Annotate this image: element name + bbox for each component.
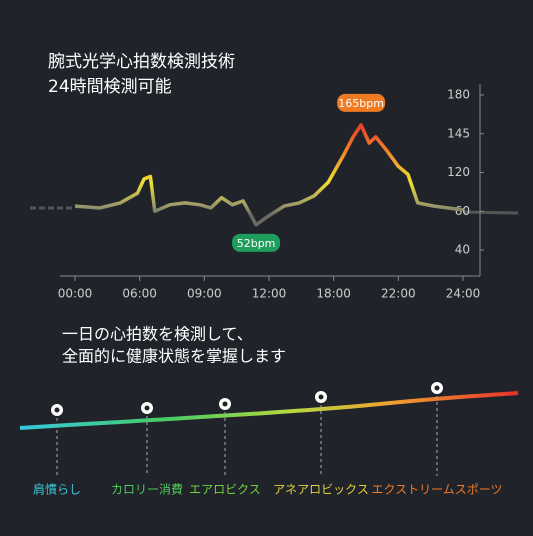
x-tick-label: 09:00 (187, 287, 222, 301)
zone-marker-core (318, 394, 324, 400)
y-tick-label: 180 (447, 88, 470, 102)
zone-label: エクストリームスポーツ (371, 483, 502, 497)
x-tick-label: 22:00 (381, 287, 416, 301)
zone-marker-core (144, 405, 150, 411)
line-tail (462, 210, 519, 215)
zone-label: アネアロビックス (273, 483, 369, 497)
zone-marker-core (434, 385, 440, 391)
x-tick-label: 00:00 (58, 287, 93, 301)
x-tick-label: 12:00 (252, 287, 287, 301)
zone-label: エアロビクス (189, 483, 261, 497)
x-tick-label: 24:00 (446, 287, 481, 301)
zone-label: 肩慣らし (33, 482, 81, 497)
zone-curve (19, 391, 519, 430)
headline: 24時間検測可能 (48, 77, 172, 97)
annotation-badge (337, 93, 386, 112)
x-tick-label: 06:00 (122, 287, 157, 301)
y-tick-label: 40 (455, 243, 470, 257)
annotation: 165bpm (338, 97, 384, 110)
annotation: 52bpm (237, 237, 276, 250)
y-tick-label: 145 (447, 126, 470, 140)
annotation-badge (232, 233, 281, 252)
caption: 一日の心拍数を検測して、 (62, 325, 253, 344)
x-tick-label: 18:00 (316, 287, 351, 301)
headline: 腕式光学心拍数検測技術 (48, 52, 235, 72)
heart-rate-line (74, 123, 464, 227)
y-tick-label: 120 (447, 165, 470, 179)
zone-label: カロリー消費 (111, 482, 183, 497)
zone-marker-core (54, 407, 60, 413)
caption: 全面的に健康状態を掌握します (62, 347, 286, 366)
zone-marker-core (222, 401, 228, 407)
